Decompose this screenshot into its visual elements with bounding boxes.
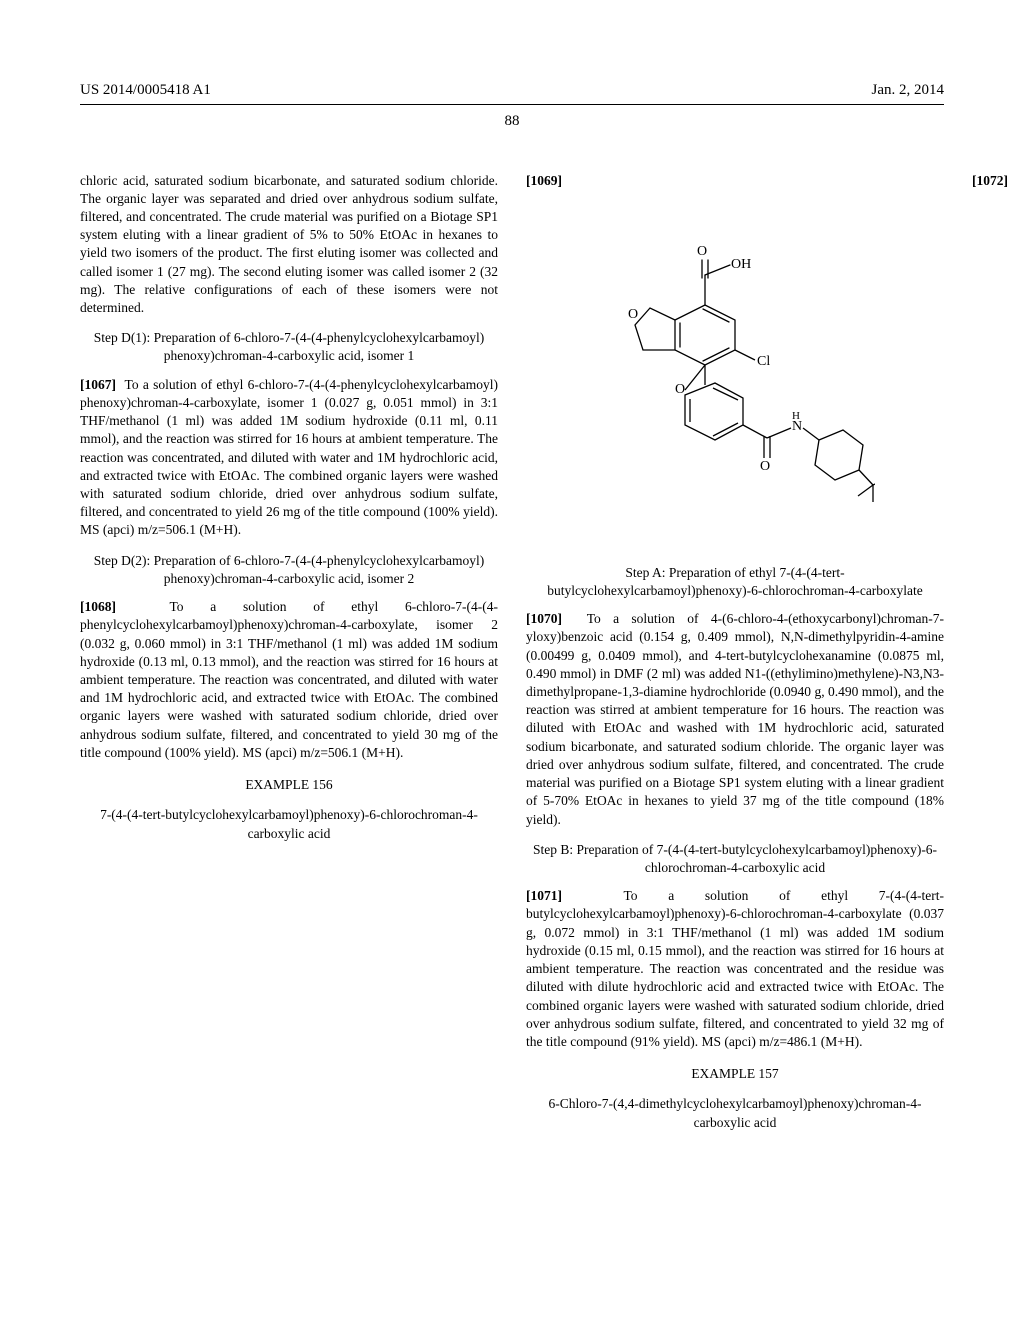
step-a-title: Step A: Preparation of ethyl 7-(4-(4-ter… xyxy=(526,564,944,600)
example-157-title: 6-Chloro-7-(4,4-dimethylcyclohexylcarbam… xyxy=(526,1095,944,1131)
structure-ex156: O OH O Cl O xyxy=(595,200,875,550)
para-text: To a solution of ethyl 7-(4-(4-tert-buty… xyxy=(526,888,944,1049)
para-1072: [1072] xyxy=(972,172,1024,190)
para-num: [1071] xyxy=(526,888,562,903)
atom-label: H xyxy=(792,410,800,422)
para-text: To a solution of ethyl 6-chloro-7-(4-(4-… xyxy=(80,599,498,760)
atom-label: O xyxy=(675,382,685,397)
atom-label: O xyxy=(628,307,638,322)
para-text: To a solution of ethyl 6-chloro-7-(4-(4-… xyxy=(80,377,498,538)
atom-label: O xyxy=(697,244,707,259)
para-num: [1072] xyxy=(972,173,1008,188)
para-num: [1068] xyxy=(80,599,116,614)
para-num: [1069] xyxy=(526,173,562,188)
atom-label: O xyxy=(760,459,770,474)
para-text: To a solution of 4-(6-chloro-4-(ethoxyca… xyxy=(526,611,944,826)
example-156-label: EXAMPLE 156 xyxy=(80,776,498,794)
para-1068: [1068] To a solution of ethyl 6-chloro-7… xyxy=(80,598,498,762)
atom-label: OH xyxy=(731,257,751,272)
para-1070: [1070] To a solution of 4-(6-chloro-4-(e… xyxy=(526,610,944,829)
example-157-label: EXAMPLE 157 xyxy=(526,1065,944,1083)
atom-label: Cl xyxy=(757,354,770,369)
header-right: Jan. 2, 2014 xyxy=(872,80,945,100)
step-d1-title: Step D(1): Preparation of 6-chloro-7-(4-… xyxy=(80,329,498,365)
header-left: US 2014/0005418 A1 xyxy=(80,80,211,100)
para-num: [1070] xyxy=(526,611,562,626)
para-1069: [1069] xyxy=(526,172,944,190)
page-number: 88 xyxy=(80,111,944,131)
para-1067: [1067] To a solution of ethyl 6-chloro-7… xyxy=(80,376,498,540)
para-1071: [1071] To a solution of ethyl 7-(4-(4-te… xyxy=(526,887,944,1051)
step-d2-title: Step D(2): Preparation of 6-chloro-7-(4-… xyxy=(80,552,498,588)
body-text: chloric acid, saturated sodium bicarbona… xyxy=(80,172,498,318)
para-num: [1067] xyxy=(80,377,116,392)
step-b-title: Step B: Preparation of 7-(4-(4-tert-buty… xyxy=(526,841,944,877)
example-156-title: 7-(4-(4-tert-butylcyclohexylcarbamoyl)ph… xyxy=(80,806,498,842)
